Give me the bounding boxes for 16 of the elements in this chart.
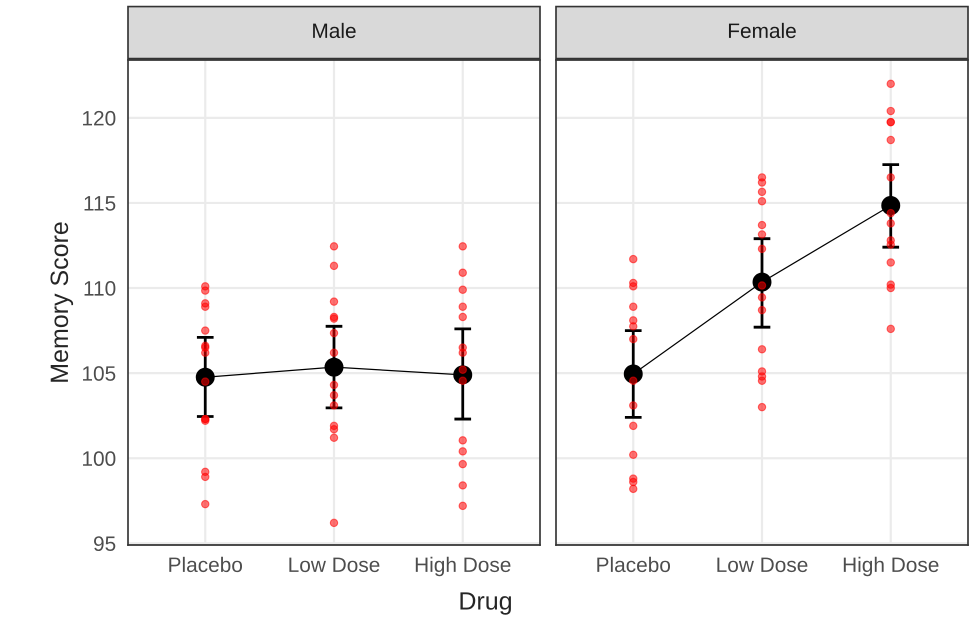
chart-title: Female (728, 22, 796, 38)
y-axis-title: Memory Score (50, 222, 74, 382)
x-tick-label: Placebo (597, 556, 670, 572)
x-tick-label: Placebo (169, 556, 242, 572)
y-tick-label: 95 (94, 536, 116, 552)
y-tick-label: 110 (84, 281, 116, 296)
x-tick-label: High Dose (416, 556, 510, 576)
x-tick-label: Low Dose (717, 558, 808, 572)
x-tick-label: Low Dose (289, 558, 380, 572)
y-tick-label: 120 (83, 110, 116, 126)
chart-title: Male (313, 22, 356, 38)
y-tick-label: 115 (84, 196, 116, 211)
x-axis-title: Drug (460, 592, 511, 615)
y-tick-label: 100 (83, 451, 116, 466)
y-tick-label: 105 (83, 366, 116, 381)
x-tick-label: High Dose (844, 556, 938, 576)
